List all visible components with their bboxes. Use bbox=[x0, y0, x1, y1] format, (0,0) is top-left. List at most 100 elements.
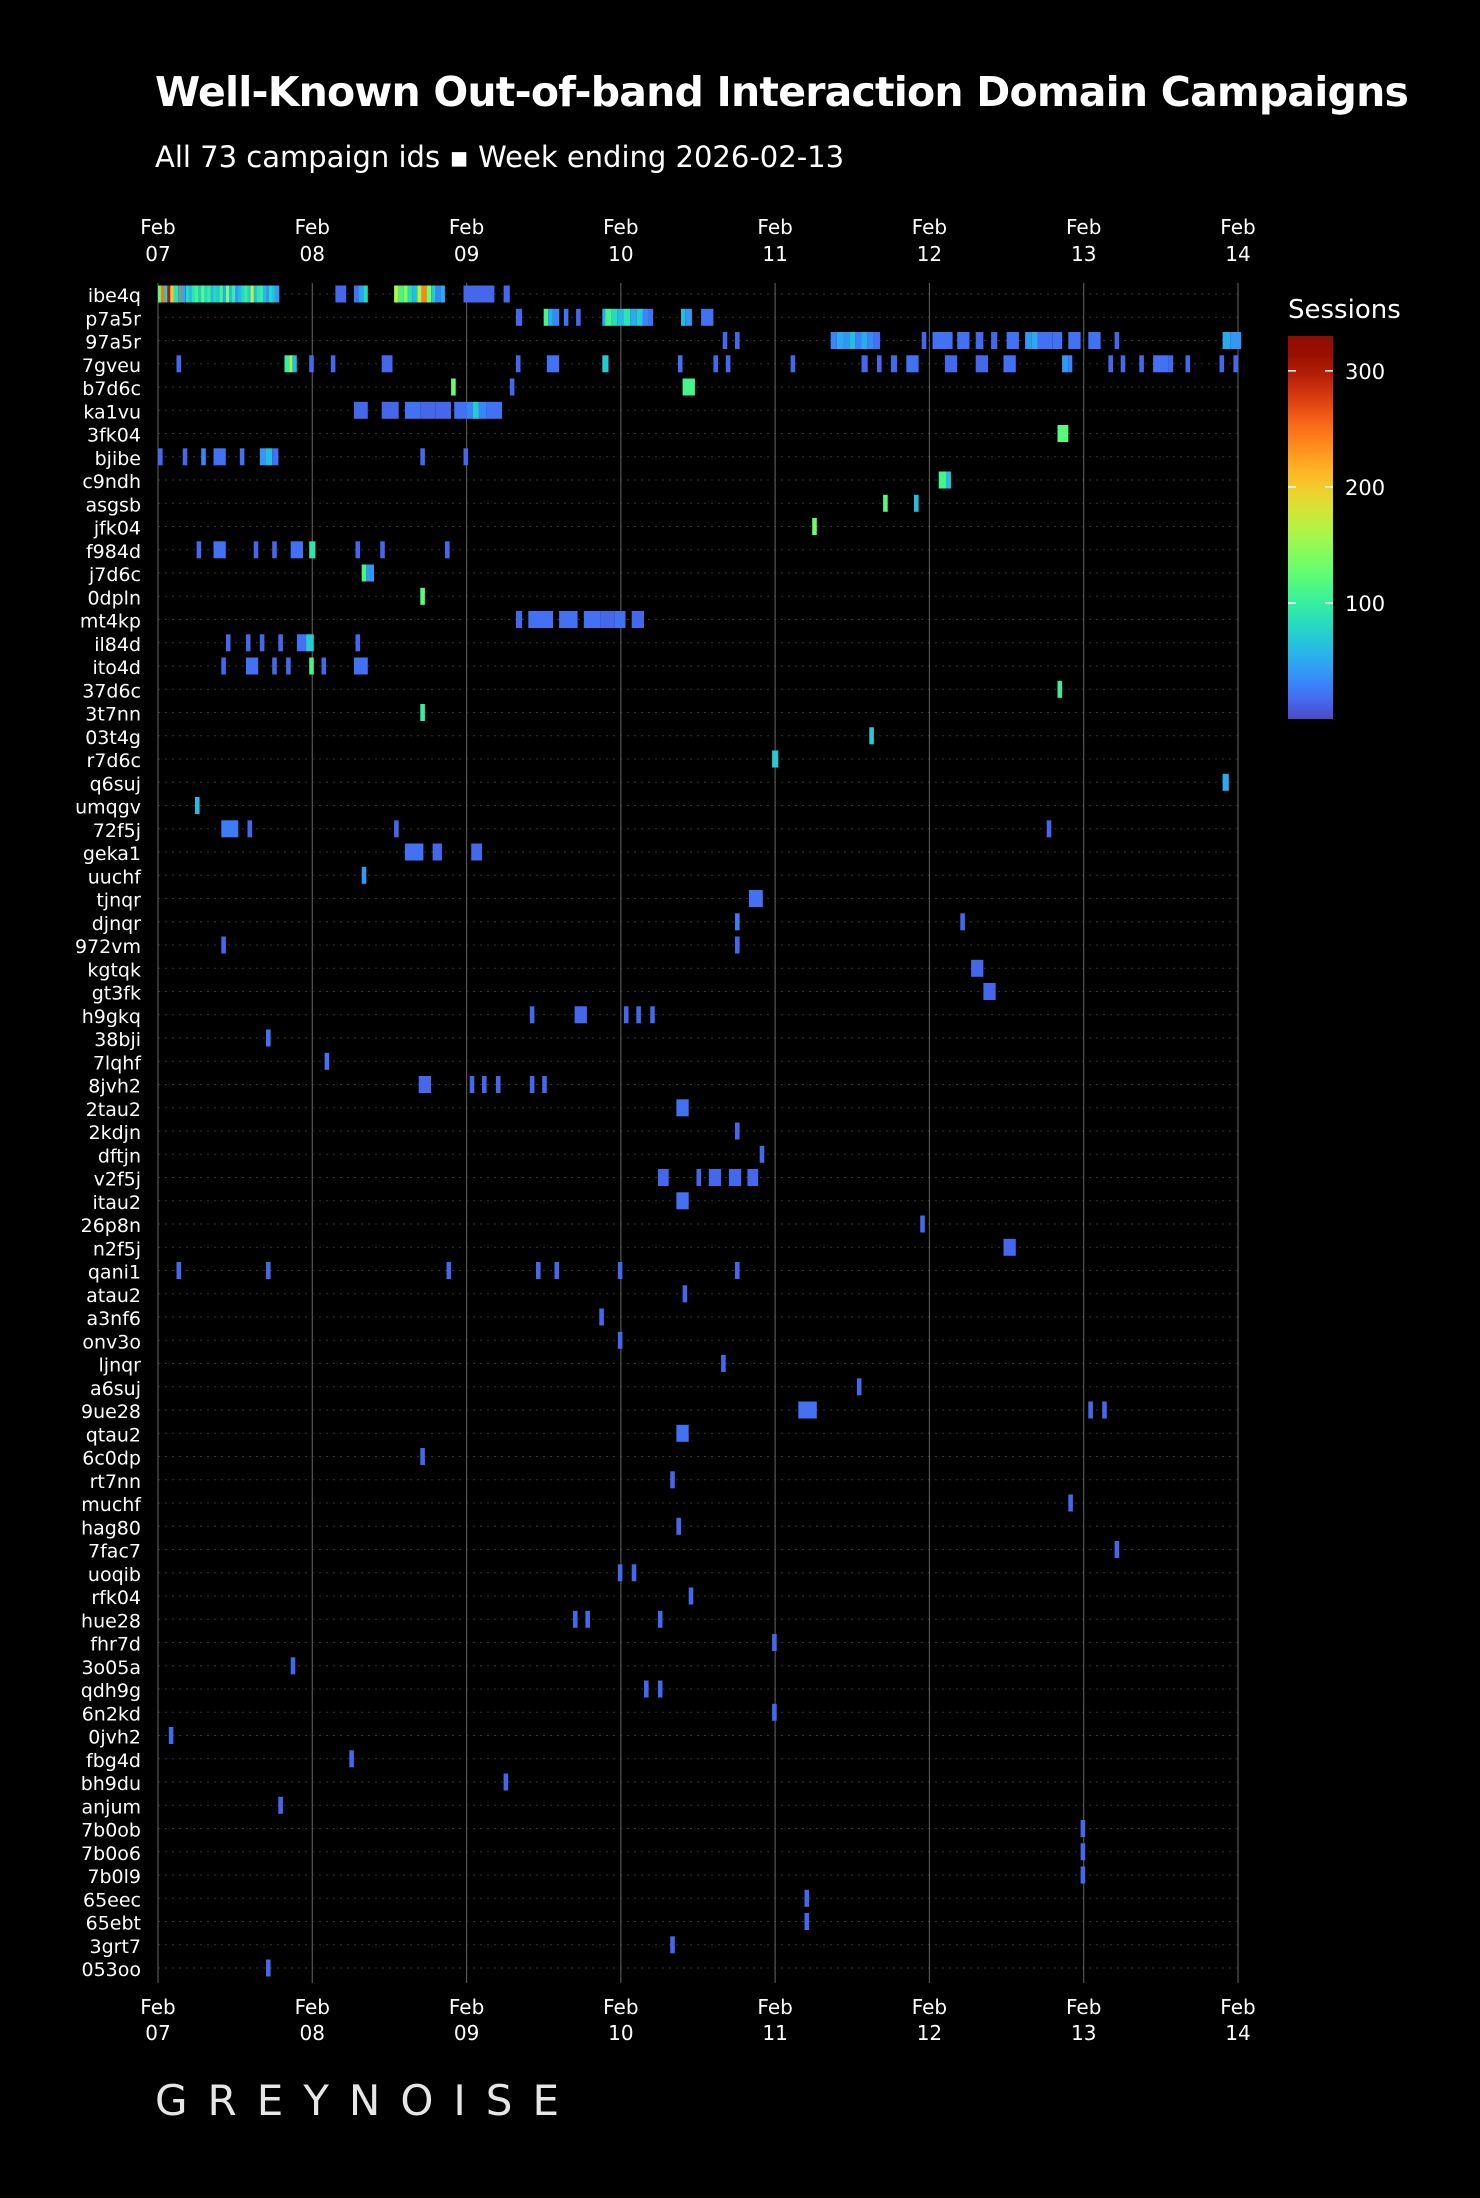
row-label: n2f5j bbox=[93, 1238, 141, 1260]
heatmap-cell bbox=[1080, 1866, 1086, 1884]
heatmap-cell bbox=[873, 332, 881, 349]
heatmap-cell bbox=[682, 1285, 688, 1303]
heatmap-cell bbox=[676, 1517, 681, 1535]
heatmap-cell bbox=[446, 1262, 452, 1279]
row-label: 3o05a bbox=[81, 1657, 141, 1679]
heatmap-cell bbox=[946, 471, 951, 489]
x-tick-date-top: 12 bbox=[917, 242, 942, 266]
heatmap-cell bbox=[676, 1192, 689, 1210]
row-label: asgsb bbox=[85, 494, 141, 516]
heatmap-cell bbox=[630, 308, 637, 326]
heatmap-cell bbox=[617, 1331, 623, 1349]
x-tick-date-bottom: 09 bbox=[454, 2021, 479, 2045]
heatmap-cell bbox=[201, 448, 206, 466]
heatmap-cell bbox=[245, 657, 259, 675]
row-label: rt7nn bbox=[90, 1471, 141, 1493]
heatmap-cell bbox=[266, 448, 273, 466]
row-label: hue28 bbox=[81, 1610, 141, 1632]
heatmap-cell bbox=[207, 285, 212, 303]
row-label: 6n2kd bbox=[82, 1703, 141, 1725]
heatmap-cell bbox=[623, 308, 631, 326]
heatmap-cell bbox=[349, 1750, 354, 1768]
heatmap-cell bbox=[158, 285, 162, 303]
heatmap-cell bbox=[420, 704, 425, 721]
heatmap-cell bbox=[843, 332, 850, 349]
x-tick-date-bottom: 14 bbox=[1225, 2021, 1250, 2045]
row-label: 6c0dp bbox=[82, 1448, 141, 1470]
heatmap-cell bbox=[906, 355, 919, 373]
heatmap-cell bbox=[266, 1262, 271, 1279]
heatmap-cell bbox=[1025, 332, 1032, 349]
heatmap-cell bbox=[1230, 332, 1242, 349]
heatmap-cell bbox=[1046, 820, 1052, 838]
colorbar-label: Sessions bbox=[1288, 295, 1401, 325]
heatmap-cell bbox=[182, 448, 188, 466]
row-label: 7b0l9 bbox=[87, 1866, 141, 1888]
heatmap-cell bbox=[221, 820, 239, 838]
heatmap-cell bbox=[1088, 1401, 1093, 1419]
heatmap-cell bbox=[1233, 355, 1238, 373]
heatmap-cell bbox=[921, 332, 927, 349]
heatmap-cell bbox=[1219, 355, 1225, 373]
heatmap-cell bbox=[426, 285, 432, 303]
heatmap-cell bbox=[1222, 773, 1229, 791]
heatmap-cell bbox=[611, 308, 618, 326]
heatmap-cell bbox=[585, 1610, 590, 1628]
heatmap-cell bbox=[266, 1029, 271, 1047]
heatmap-cell bbox=[573, 1610, 578, 1628]
heatmap-cell bbox=[1052, 332, 1063, 349]
x-tick-month-top: Feb bbox=[912, 215, 947, 239]
heatmap-cell bbox=[222, 285, 227, 303]
colorbar-ticks: 100 200 300 bbox=[1288, 360, 1385, 616]
heatmap-cell bbox=[225, 634, 231, 652]
heatmap-cell bbox=[213, 541, 226, 559]
heatmap-cell bbox=[725, 355, 731, 373]
row-label: bjibe bbox=[95, 448, 141, 470]
heatmap-cell bbox=[657, 1610, 663, 1628]
row-label: il84d bbox=[94, 634, 141, 656]
heatmap-cell bbox=[600, 611, 615, 628]
heatmap-cell bbox=[542, 1076, 547, 1093]
row-label: a3nf6 bbox=[86, 1308, 141, 1330]
heatmap-cell bbox=[617, 1262, 623, 1279]
heatmap-cell bbox=[1168, 355, 1174, 373]
heatmap-cell bbox=[804, 1889, 810, 1907]
heatmap-cell bbox=[164, 285, 169, 303]
heatmap-cell bbox=[269, 285, 274, 303]
heatmap-cell bbox=[759, 1145, 765, 1163]
heatmap-cell bbox=[529, 1006, 535, 1024]
row-label: j7d6c bbox=[88, 564, 141, 586]
x-tick-date-bottom: 12 bbox=[917, 2021, 942, 2045]
row-label: 2kdjn bbox=[89, 1122, 141, 1144]
heatmap-cell bbox=[486, 401, 502, 419]
heatmap-cell bbox=[353, 285, 359, 303]
heatmap-cell bbox=[266, 1959, 271, 1977]
heatmap-cell bbox=[631, 611, 644, 628]
heatmap-cell bbox=[361, 866, 367, 884]
row-label: 26p8n bbox=[81, 1215, 141, 1237]
heatmap-cell bbox=[861, 355, 868, 373]
heatmap-cell bbox=[259, 285, 264, 303]
heatmap-cell bbox=[358, 285, 364, 303]
heatmap-cell bbox=[804, 1913, 810, 1930]
heatmap-cell bbox=[278, 1796, 283, 1814]
heatmap-cell bbox=[353, 657, 368, 675]
heatmap-cell bbox=[253, 285, 258, 303]
row-label: f984d bbox=[86, 541, 141, 563]
heatmap-cell bbox=[676, 1099, 689, 1117]
heatmap-cell bbox=[420, 401, 436, 419]
heatmap-cell bbox=[398, 285, 404, 303]
row-label: q6suj bbox=[90, 773, 141, 795]
heatmap-cell bbox=[883, 494, 888, 512]
heatmap-cell bbox=[574, 1006, 587, 1024]
x-tick-month-top: Feb bbox=[757, 215, 792, 239]
heatmap-cell bbox=[1068, 355, 1073, 373]
heatmap-cell bbox=[259, 448, 266, 466]
row-label: fbg4d bbox=[86, 1750, 141, 1772]
heatmap-cell bbox=[418, 1076, 431, 1093]
heatmap-cell bbox=[1068, 332, 1081, 349]
heatmap-cell bbox=[440, 285, 445, 303]
heatmap-cell bbox=[472, 401, 479, 419]
colorbar-tick-label: 100 bbox=[1345, 592, 1385, 616]
day-gridlines bbox=[157, 283, 1239, 1983]
